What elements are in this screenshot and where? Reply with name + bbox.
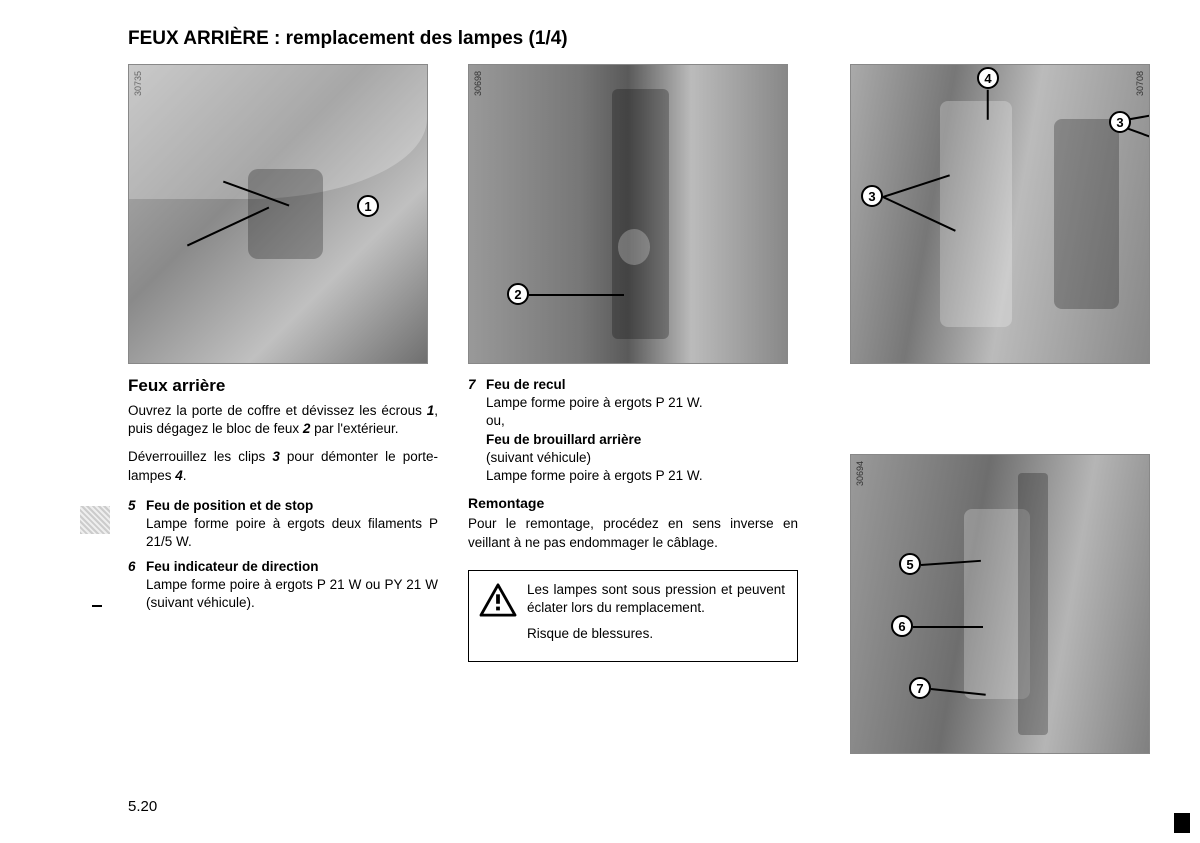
text: Ouvrez la porte de coffre et dévissez le… (128, 403, 427, 418)
para-unlock-clips: Déverrouillez les clips 3 pour démonter … (128, 448, 438, 484)
column-1: 30735 1 Feux arrière Ouvrez la porte de … (128, 64, 438, 612)
text: par l'extérieur. (310, 421, 398, 436)
callout-3a: 3 (1109, 111, 1131, 133)
photo-trunk-nuts: 30735 1 (128, 64, 428, 364)
para-remount: Pour le remontage, procédez en sens inve… (468, 515, 798, 551)
photo-bulb-positions: 30694 5 6 7 (850, 454, 1150, 754)
text: Déverrouillez les clips (128, 449, 272, 464)
column-3: 30708 4 3 3 30694 5 6 7 (850, 64, 1160, 754)
warning-box: Les lampes sont sous pression et peuvent… (468, 570, 798, 662)
item-line: (suivant véhicule) (486, 450, 591, 465)
heading-rear-lights: Feux arrière (128, 376, 438, 396)
item-subtitle: Feu de brouillard arrière (486, 432, 641, 447)
callout-4: 4 (977, 67, 999, 89)
callout-7: 7 (909, 677, 931, 699)
margin-dash (92, 605, 102, 607)
item-num: 5 (128, 497, 136, 515)
column-2: 30698 2 7 Feu de recul Lampe forme poire… (468, 64, 798, 662)
para-open-trunk: Ouvrez la porte de coffre et dévissez le… (128, 402, 438, 438)
warning-line2: Risque de blessures. (527, 625, 785, 643)
photo-tag: 30708 (1135, 71, 1145, 96)
item-line: ou, (486, 413, 505, 428)
callout-6: 6 (891, 615, 913, 637)
item-6: 6 Feu indicateur de direction Lampe form… (128, 558, 438, 613)
item-7: 7 Feu de recul Lampe forme poire à ergot… (468, 376, 798, 485)
margin-pattern (80, 506, 110, 534)
warning-icon (479, 583, 517, 617)
photo-tag: 30694 (855, 461, 865, 486)
heading-remount: Remontage (468, 495, 798, 511)
corner-black-block (1174, 813, 1190, 833)
callout-1: 1 (357, 195, 379, 217)
ref-4: 4 (175, 468, 183, 483)
item-title: Feu de position et de stop (146, 498, 313, 513)
photo-lamp-holder-clips: 30708 4 3 3 (850, 64, 1150, 364)
item-num: 7 (468, 376, 476, 394)
ref-3: 3 (272, 449, 280, 464)
item-line: Lampe forme poire à ergots P 21 W. (486, 395, 703, 410)
page-number: 5.20 (128, 798, 157, 815)
item-5: 5 Feu de position et de stop Lampe forme… (128, 497, 438, 552)
item-body: Lampe forme poire à ergots P 21 W ou PY … (146, 577, 438, 610)
photo-rear-block: 30698 2 (468, 64, 788, 364)
item-title: Feu de recul (486, 377, 566, 392)
callout-5: 5 (899, 553, 921, 575)
callout-3b: 3 (861, 185, 883, 207)
page-title: FEUX ARRIÈRE : remplacement des lampes (… (128, 28, 568, 50)
warning-line1: Les lampes sont sous pression et peuvent… (527, 581, 785, 617)
item-title: Feu indicateur de direction (146, 559, 319, 574)
item-num: 6 (128, 558, 136, 576)
photo-tag: 30698 (473, 71, 483, 96)
item-body: Lampe forme poire à ergots deux filament… (146, 516, 438, 549)
callout-2: 2 (507, 283, 529, 305)
item-line: Lampe forme poire à ergots P 21 W. (486, 468, 703, 483)
text: . (183, 468, 187, 483)
